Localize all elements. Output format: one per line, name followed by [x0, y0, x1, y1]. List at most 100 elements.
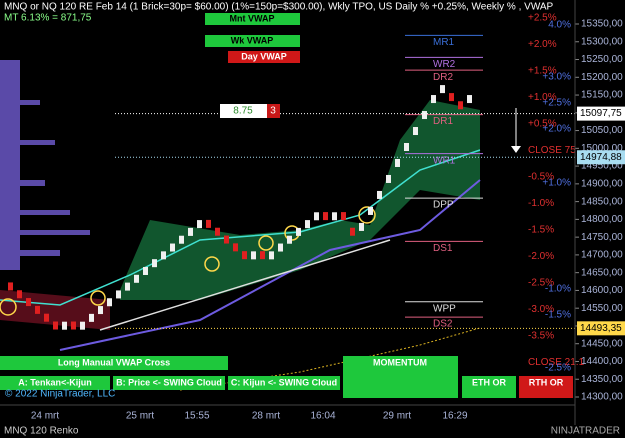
renko-brick — [287, 235, 292, 244]
y-tick-label: 15250,00 — [581, 54, 623, 65]
button[interactable] — [343, 356, 458, 398]
button-label[interactable]: MOMENTUM — [373, 357, 427, 367]
y-tick-label: 15300,00 — [581, 36, 623, 47]
order-qty[interactable]: 3 — [270, 106, 276, 117]
pct-label: -2.5% — [545, 363, 571, 374]
y-tick-label: 14800,00 — [581, 214, 623, 225]
pct-label: -1.0% — [545, 284, 571, 295]
profile-block — [0, 60, 20, 270]
y-tick-label: 14400,00 — [581, 356, 623, 367]
level-label: WR1 — [433, 155, 456, 166]
button[interactable] — [462, 376, 516, 398]
cloud — [120, 100, 480, 300]
button-label[interactable]: ETH OR — [472, 377, 507, 387]
button[interactable] — [228, 51, 300, 63]
button[interactable] — [519, 376, 573, 398]
pct-label: +1.0% — [528, 92, 557, 103]
pct-label: -0.5% — [528, 172, 554, 183]
title: MNQ or NQ 120 RE Feb 14 (1 Brick=30p= $6… — [4, 2, 554, 13]
renko-brick — [134, 274, 139, 283]
button-label[interactable]: B: Price <- SWING Cloud — [116, 377, 222, 387]
volume-profile — [0, 60, 90, 270]
renko-brick — [17, 290, 22, 299]
pct-label: -3.5% — [528, 331, 554, 342]
order-qty-box[interactable] — [267, 104, 280, 118]
button-label[interactable]: RTH OR — [529, 377, 564, 387]
profile-bar — [0, 210, 70, 215]
x-tick-label: 16:29 — [442, 411, 467, 422]
y-tick-label: 14600,00 — [581, 285, 623, 296]
renko-brick — [197, 220, 202, 229]
button[interactable] — [0, 356, 228, 370]
renko-brick — [368, 206, 373, 215]
price-marker-label: 15097,75 — [580, 108, 622, 119]
button-label[interactable]: A: Tenkan<-Kijun — [18, 377, 92, 387]
vwap-buttons: Mnt VWAP Wk VWAP Day VWAP — [205, 13, 300, 63]
y-tick-label: 15000,00 — [581, 143, 623, 154]
kijun-line — [0, 149, 481, 306]
button-label[interactable]: Long Manual VWAP Cross — [58, 357, 170, 367]
button[interactable] — [113, 376, 225, 390]
profile-bar — [0, 230, 90, 235]
renko-brick — [188, 227, 193, 236]
signal-circle — [90, 290, 106, 306]
renko-brick — [143, 266, 148, 275]
renko-brick — [71, 321, 76, 330]
y-tick-label: 14750,00 — [581, 232, 623, 243]
renko-brick — [62, 321, 67, 330]
pct-label: +1.0% — [542, 178, 571, 189]
button[interactable] — [205, 35, 300, 47]
order-price[interactable]: 8.75 — [233, 106, 253, 117]
renko-brick — [242, 251, 247, 260]
y-tick-label: 14900,00 — [581, 178, 623, 189]
footer: MNQ 120 Renko — [4, 426, 79, 437]
button[interactable] — [0, 376, 110, 390]
renko-brick — [449, 93, 454, 102]
pct-label: -1.5% — [545, 310, 571, 321]
y-tick-label: 14650,00 — [581, 267, 623, 278]
renko-brick — [224, 235, 229, 244]
button[interactable] — [205, 13, 300, 25]
order-price-box[interactable] — [220, 104, 267, 118]
chart: 14300,0014350,0014400,0014450,0014500,00… — [8, 13, 625, 422]
renko-brick — [53, 321, 58, 330]
arrow-head — [511, 146, 521, 153]
renko-brick — [467, 95, 472, 104]
renko-brick — [386, 174, 391, 183]
renko-brick — [170, 243, 175, 252]
renko-brick — [26, 298, 31, 307]
level-label: DR2 — [433, 72, 453, 83]
pct-label: -3.0% — [528, 304, 554, 315]
profile-bar — [0, 100, 40, 105]
level-label: DPP — [433, 200, 454, 211]
renko-brick — [179, 235, 184, 244]
y-tick-label: 14850,00 — [581, 196, 623, 207]
renko-brick — [359, 222, 364, 231]
renko-brick — [89, 313, 94, 322]
renko-brick — [44, 313, 49, 322]
button-label[interactable]: C: Kijun <- SWING Cloud — [231, 377, 337, 387]
button-label[interactable]: Wk VWAP — [231, 35, 274, 45]
renko-brick — [116, 290, 121, 299]
pct-label: 4.0% — [548, 20, 571, 31]
pct-label: +2.5% — [542, 98, 571, 109]
renko-brick — [152, 259, 157, 268]
button-label[interactable]: Mnt VWAP — [230, 13, 275, 23]
button-label[interactable]: Day VWAP — [241, 51, 287, 61]
renko-brick — [251, 251, 256, 260]
level-label: WPP — [433, 303, 456, 314]
pct-label: +3.0% — [542, 72, 571, 83]
renko-brick — [8, 282, 13, 291]
pct-label: CLOSE 21.1 — [528, 357, 585, 368]
pct-label: +2.5% — [528, 13, 557, 24]
renko-brick — [296, 227, 301, 236]
renko-brick — [413, 127, 418, 136]
pct-label: +0.5% — [528, 119, 557, 130]
y-tick-label: 14700,00 — [581, 250, 623, 261]
y-tick-label: 15200,00 — [581, 72, 623, 83]
price-marker — [577, 106, 625, 121]
subtitle: MT 6.13% = 871,75 — [4, 13, 92, 24]
button[interactable] — [228, 376, 340, 390]
renko-brick — [404, 143, 409, 152]
